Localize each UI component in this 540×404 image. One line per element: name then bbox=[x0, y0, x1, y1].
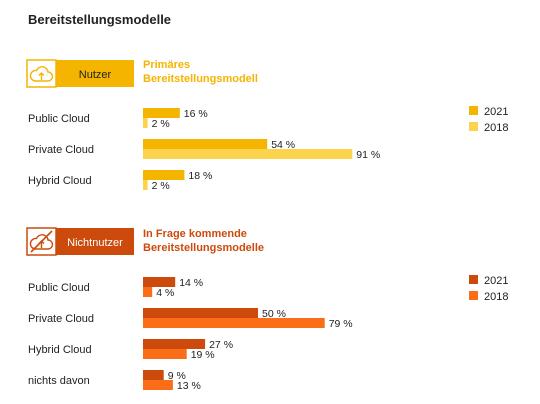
panel-nichtnutzer-subtitle-line1: In Frage kommende bbox=[143, 228, 247, 240]
bar-nutzer-hybrid-cloud-2018 bbox=[143, 180, 148, 190]
badge-nichtnutzer-label-box bbox=[56, 228, 134, 255]
value-label-nichtnutzer-hybrid-cloud-2018: 19 % bbox=[191, 349, 215, 361]
category-label-nichtnutzer-private-cloud: Private Cloud bbox=[28, 313, 94, 325]
panel-nichtnutzer-subtitle-line2: Bereitstellungsmodelle bbox=[143, 242, 264, 254]
legend-nichtnutzer-swatch-2021 bbox=[469, 275, 478, 284]
legend-nichtnutzer-swatch-2018 bbox=[469, 291, 478, 300]
legend-nutzer-swatch-2021 bbox=[469, 106, 478, 115]
bar-nichtnutzer-public-cloud-2021 bbox=[143, 277, 176, 287]
category-label-nichtnutzer-public-cloud: Public Cloud bbox=[28, 282, 90, 294]
value-label-nutzer-private-cloud-2018: 91 % bbox=[356, 149, 380, 161]
legend-nichtnutzer-label-2018: 2018 bbox=[484, 291, 508, 303]
badge-nichtnutzer-label: Nichtnutzer bbox=[67, 237, 123, 249]
value-label-nutzer-hybrid-cloud-2018: 2 % bbox=[152, 180, 170, 192]
bar-nutzer-private-cloud-2021 bbox=[143, 139, 268, 149]
legend-nichtnutzer: 2021 2018 bbox=[469, 275, 508, 303]
bar-nichtnutzer-private-cloud-2018 bbox=[143, 318, 325, 328]
value-label-nichtnutzer-hybrid-cloud-2021: 27 % bbox=[209, 339, 233, 351]
value-label-nichtnutzer-public-cloud-2021: 14 % bbox=[179, 277, 203, 289]
bar-nutzer-public-cloud-2021 bbox=[143, 108, 180, 118]
chart-title: Bereitstellungsmodelle bbox=[28, 12, 171, 27]
category-label-nichtnutzer-hybrid-cloud: Hybrid Cloud bbox=[28, 344, 92, 356]
value-label-nutzer-public-cloud-2021: 16 % bbox=[184, 108, 208, 120]
cloud-crossed-icon bbox=[29, 230, 54, 253]
badge-nutzer-label: Nutzer bbox=[79, 69, 112, 81]
value-label-nutzer-hybrid-cloud-2021: 18 % bbox=[188, 170, 212, 182]
badge-nichtnutzer: Nichtnutzer bbox=[26, 227, 134, 256]
panel-nutzer-subtitle-line1: Primäres bbox=[143, 59, 190, 71]
value-label-nutzer-public-cloud-2018: 2 % bbox=[152, 118, 170, 130]
bar-nichtnutzer-hybrid-cloud-2021 bbox=[143, 339, 206, 349]
badge-nutzer: Nutzer bbox=[26, 59, 134, 88]
value-label-nichtnutzer-nichts-davon-2021: 9 % bbox=[168, 370, 186, 382]
bar-nutzer-private-cloud-2018 bbox=[143, 149, 353, 159]
value-label-nichtnutzer-private-cloud-2018: 79 % bbox=[329, 318, 353, 330]
category-label-nichtnutzer-nichts-davon: nichts davon bbox=[28, 375, 90, 387]
value-label-nichtnutzer-nichts-davon-2018: 13 % bbox=[177, 380, 201, 392]
bar-nichtnutzer-hybrid-cloud-2018 bbox=[143, 349, 187, 359]
badge-nutzer-label-box bbox=[56, 60, 134, 87]
legend-nutzer: 2021 2018 bbox=[469, 106, 508, 134]
value-label-nichtnutzer-private-cloud-2021: 50 % bbox=[262, 308, 286, 320]
category-label-nutzer-private-cloud: Private Cloud bbox=[28, 144, 94, 156]
panel-nichtnutzer: Nichtnutzer In Frage kommende Bereitstel… bbox=[26, 227, 508, 392]
bar-nichtnutzer-nichts-davon-2021 bbox=[143, 370, 164, 380]
category-label-nutzer-hybrid-cloud: Hybrid Cloud bbox=[28, 175, 92, 187]
value-label-nichtnutzer-public-cloud-2018: 4 % bbox=[156, 287, 174, 299]
legend-nutzer-swatch-2018 bbox=[469, 122, 478, 131]
legend-nutzer-label-2018: 2018 bbox=[484, 122, 508, 134]
panel-nutzer: Nutzer Primäres Bereitstellungsmodell Pu… bbox=[26, 59, 508, 192]
legend-nutzer-label-2021: 2021 bbox=[484, 106, 508, 118]
legend-nichtnutzer-label-2021: 2021 bbox=[484, 275, 508, 287]
bar-nutzer-hybrid-cloud-2021 bbox=[143, 170, 185, 180]
bar-nichtnutzer-private-cloud-2021 bbox=[143, 308, 258, 318]
category-label-nutzer-public-cloud: Public Cloud bbox=[28, 113, 90, 125]
bar-nutzer-public-cloud-2018 bbox=[143, 118, 148, 128]
panel-nutzer-subtitle-line2: Bereitstellungsmodell bbox=[143, 73, 258, 85]
bar-nichtnutzer-nichts-davon-2018 bbox=[143, 380, 173, 390]
bar-nichtnutzer-public-cloud-2018 bbox=[143, 287, 153, 297]
value-label-nutzer-private-cloud-2021: 54 % bbox=[271, 139, 295, 151]
cloud-upload-icon bbox=[29, 66, 54, 82]
